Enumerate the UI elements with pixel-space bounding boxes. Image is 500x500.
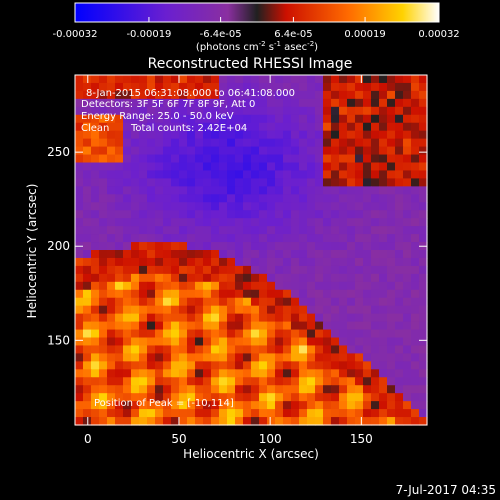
x-axis-label: Heliocentric X (arcsec)	[183, 447, 319, 461]
colorbar-tick-label: -0.00019	[126, 29, 171, 40]
colorbar-unit-part: )	[314, 42, 318, 53]
x-tick-label: 0	[84, 432, 92, 446]
colorbar-frame	[74, 2, 440, 23]
colorbar-unit-part: asec	[281, 42, 307, 53]
colorbar	[75, 3, 439, 22]
x-tick-label: 50	[171, 432, 186, 446]
colorbar-unit-exp: -1	[274, 40, 281, 48]
timestamp: 7-Jul-2017 04:35	[396, 483, 496, 497]
plot-frame	[74, 74, 428, 426]
info-annotations: 8-Jan-2015 06:31:08.000 to 06:41:08.000 …	[81, 88, 295, 409]
x-tick-label: 150	[350, 432, 373, 446]
annotation-total-counts: Total counts: 2.42E+04	[130, 123, 247, 134]
chart-title: Reconstructed RHESSI Image	[148, 56, 353, 72]
colorbar-tick-label: 6.4e-05	[274, 29, 312, 40]
colorbar-unit-part: (photons cm	[196, 42, 259, 53]
y-tick-label: 150	[47, 333, 70, 347]
colorbar-tick-label: 0.00032	[418, 29, 459, 40]
colorbar-tick-label: -0.00032	[53, 29, 98, 40]
annotation-energy-range: Energy Range: 25.0 - 50.0 keV	[81, 111, 234, 122]
y-tick-label: 250	[47, 145, 70, 159]
colorbar-tick-label: 0.00019	[344, 29, 385, 40]
annotation-clean: Clean	[81, 123, 109, 134]
colorbar-unit-part: s	[266, 42, 274, 53]
colorbar-ticks: -0.00032 -0.00019 -6.4e-05 6.4e-05 0.00019 0.…	[53, 17, 460, 40]
annotation-peak-position: Position of Peak = [-10,114]	[94, 398, 234, 409]
colorbar-tick-label: -6.4e-05	[200, 29, 242, 40]
colorbar-unit-label: (photons cm-2 s-1 asec-2)	[196, 40, 318, 53]
annotation-detectors: Detectors: 3F 5F 6F 7F 8F 9F, Att 0	[81, 99, 255, 110]
y-axis-label: Heliocentric Y (arcsec)	[25, 184, 39, 319]
colorbar-unit-exp: -2	[307, 40, 314, 48]
heatmap-image	[75, 75, 428, 426]
annotation-time-range: 8-Jan-2015 06:31:08.000 to 06:41:08.000	[86, 88, 295, 99]
axis-ticks: 0 50 100 150 150 200 250	[47, 75, 427, 446]
colorbar-unit-exp: -2	[259, 40, 266, 48]
x-tick-label: 100	[259, 432, 282, 446]
y-tick-label: 200	[47, 239, 70, 253]
